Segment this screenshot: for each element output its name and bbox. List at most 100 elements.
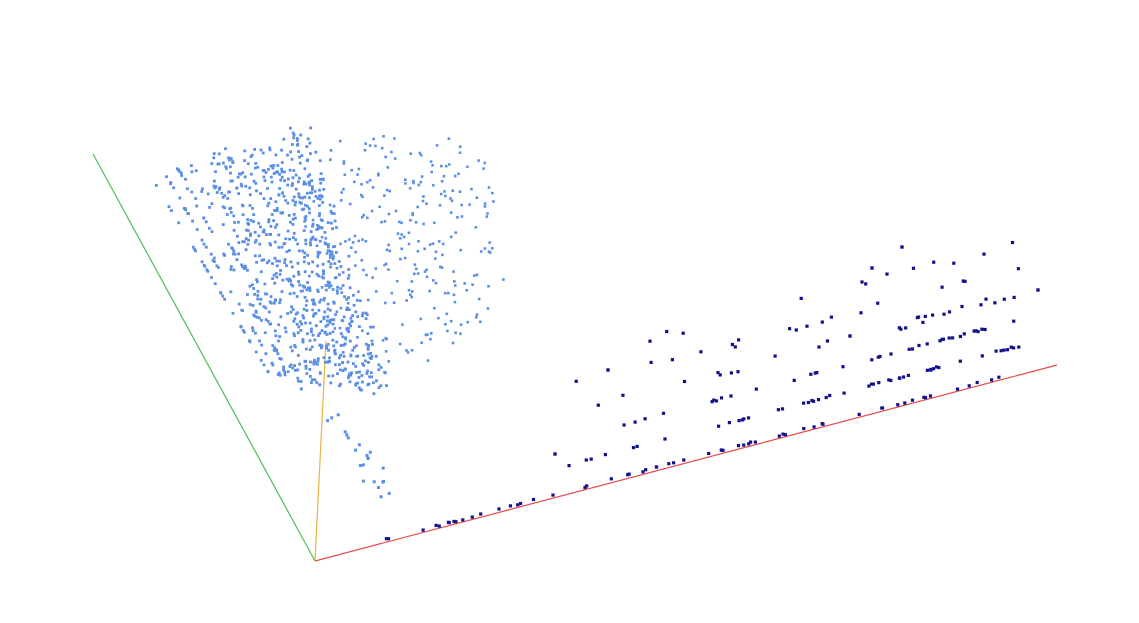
point-series1	[244, 248, 248, 252]
point-series2	[1016, 267, 1020, 271]
point-series1	[420, 175, 424, 178]
point-series1	[364, 311, 368, 315]
point-series1	[312, 362, 316, 366]
point-series1	[458, 190, 462, 193]
point-series1	[364, 142, 367, 145]
point-series1	[475, 316, 478, 319]
point-series2	[1010, 240, 1015, 245]
point-series1	[200, 260, 204, 264]
point-series1	[443, 291, 447, 295]
point-series1	[225, 213, 229, 216]
point-series2	[508, 504, 512, 508]
point-series1	[302, 180, 306, 184]
point-series1	[269, 175, 273, 179]
point-series1	[270, 180, 274, 184]
point-series1	[403, 256, 407, 260]
point-series1	[272, 349, 276, 352]
point-series1	[381, 466, 385, 470]
point-series1	[296, 331, 300, 335]
point-series1	[254, 310, 258, 314]
point-series1	[311, 218, 315, 222]
point-series1	[290, 349, 294, 353]
point-series1	[254, 181, 258, 185]
point-series1	[287, 214, 291, 217]
point-series1	[291, 366, 295, 370]
point-series1	[257, 316, 261, 320]
point-series1	[340, 191, 343, 194]
point-series1	[346, 328, 349, 332]
point-series1	[277, 323, 281, 327]
point-series1	[278, 259, 281, 263]
point-series1	[236, 175, 240, 179]
point-series1	[326, 360, 330, 364]
point-series1	[319, 172, 323, 175]
point-series1	[264, 318, 268, 321]
point-series2	[963, 279, 967, 283]
point-series1	[316, 255, 320, 259]
point-series2	[828, 393, 832, 398]
point-series1	[425, 275, 429, 279]
point-series1	[251, 326, 254, 330]
point-series1	[269, 224, 273, 228]
point-series2	[925, 368, 929, 372]
point-series1	[204, 245, 208, 249]
point-series1	[362, 354, 366, 357]
point-series1	[440, 164, 443, 168]
point-series1	[232, 228, 236, 232]
point-series1	[445, 312, 449, 316]
point-series2	[729, 371, 733, 375]
point-series1	[313, 378, 317, 382]
point-series1	[274, 200, 278, 204]
point-series1	[191, 245, 195, 249]
point-series2	[982, 252, 986, 256]
point-series1	[229, 165, 232, 169]
point-series1	[177, 169, 181, 173]
point-series1	[170, 209, 173, 212]
point-series1	[262, 228, 266, 232]
point-series1	[331, 374, 335, 378]
point-series1	[424, 333, 428, 337]
point-series1	[463, 282, 466, 285]
point-series1	[237, 220, 240, 224]
point-series1	[279, 298, 282, 302]
point-series1	[321, 201, 325, 204]
point-series1	[241, 171, 245, 175]
point-series2	[596, 403, 600, 407]
point-series1	[269, 322, 272, 326]
point-series1	[264, 171, 268, 174]
point-series2	[736, 370, 740, 374]
point-series2	[867, 384, 871, 388]
point-series1	[314, 150, 318, 154]
point-series1	[431, 184, 435, 187]
point-series1	[335, 266, 339, 270]
point-series1	[333, 245, 337, 248]
point-series1	[330, 252, 334, 255]
point-series1	[276, 164, 280, 167]
point-series2	[567, 464, 571, 468]
point-series1	[372, 137, 375, 141]
point-series1	[305, 145, 309, 148]
point-series1	[417, 239, 420, 243]
point-series1	[417, 183, 421, 187]
point-series1	[360, 183, 363, 186]
point-series1	[308, 368, 312, 371]
point-series1	[352, 346, 356, 349]
point-series1	[324, 288, 328, 292]
point-series1	[275, 349, 278, 353]
point-series1	[363, 148, 367, 152]
point-series1	[259, 225, 262, 229]
point-series1	[221, 196, 225, 199]
point-series2	[812, 425, 816, 429]
point-series2	[1012, 295, 1016, 299]
point-series1	[351, 348, 355, 352]
point-series1	[361, 380, 364, 384]
point-series1	[200, 190, 204, 193]
point-series1	[248, 193, 252, 197]
point-series1	[338, 363, 341, 366]
point-series1	[246, 229, 250, 232]
point-series1	[333, 348, 337, 352]
point-series1	[258, 339, 261, 343]
point-series1	[251, 283, 254, 287]
point-series1	[212, 152, 216, 155]
point-series1	[326, 249, 330, 252]
